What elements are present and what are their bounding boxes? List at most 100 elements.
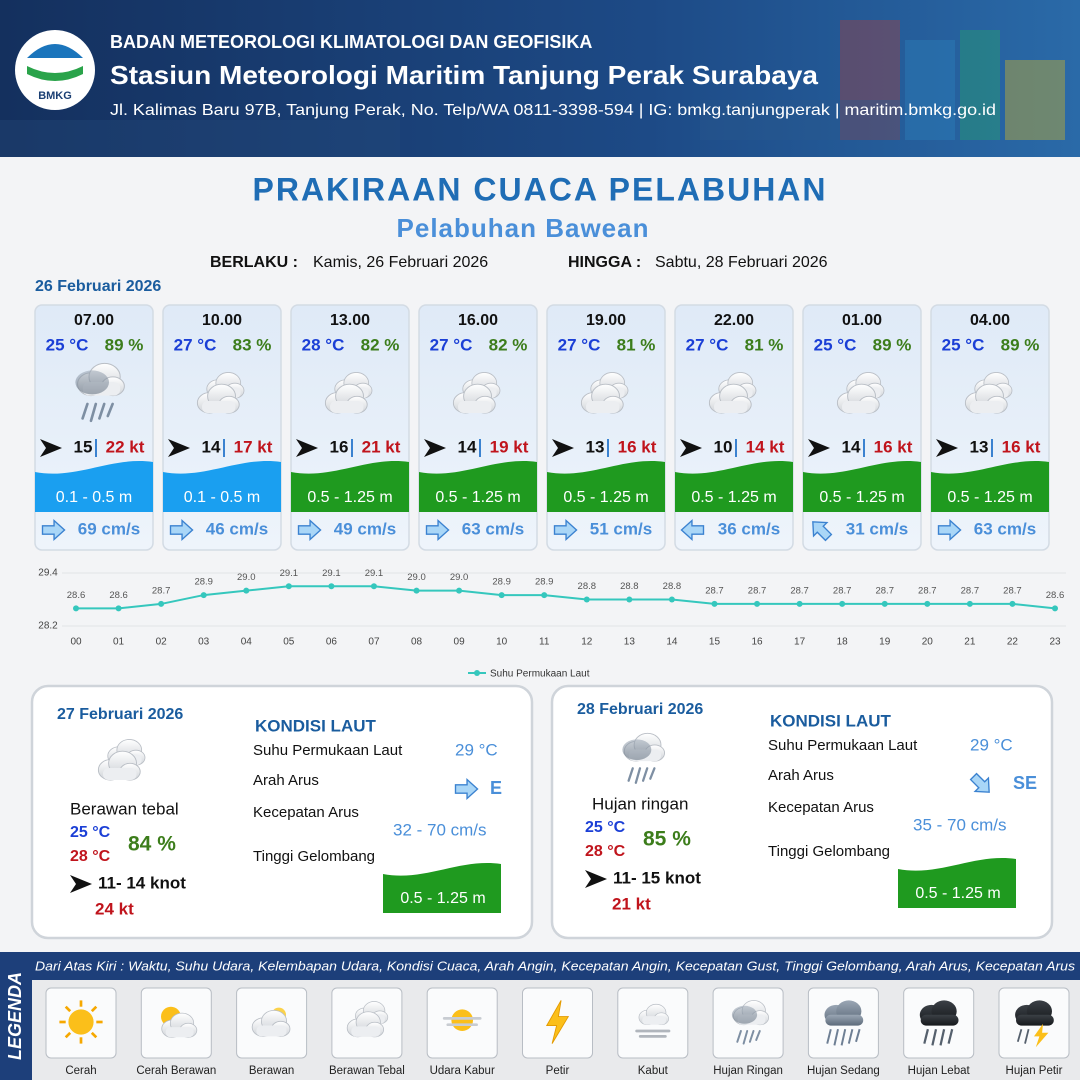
slot-temperature: 25 °C	[46, 335, 89, 354]
current-arrow	[41, 519, 66, 541]
sea-heading: KONDISI LAUT	[770, 711, 892, 730]
sst-value-label: 28.8	[578, 581, 597, 592]
page-title: PRAKIRAAN CUACA PELABUHAN	[252, 171, 827, 207]
slot-temperature: 27 °C	[174, 335, 217, 354]
y-tick-label: 29.4	[38, 568, 58, 579]
sea-sst: 29 °C	[970, 735, 1013, 754]
sst-value-label: 28.7	[705, 585, 724, 596]
sst-point	[839, 600, 846, 607]
sea-label: Tinggi Gelombang	[253, 848, 375, 865]
legend-swatch	[474, 670, 480, 676]
sst-point	[456, 587, 463, 594]
legend-label: Suhu Permukaan Laut	[490, 669, 590, 680]
slot-time: 10.00	[202, 312, 242, 329]
sst-point	[115, 605, 122, 612]
x-tick-label: 20	[922, 637, 934, 648]
wind-speed: 10	[714, 437, 733, 456]
slot-humidity: 82 %	[361, 335, 400, 354]
sst-point	[328, 583, 335, 590]
wave-band	[675, 461, 793, 512]
slot-time: 16.00	[458, 312, 498, 329]
header-decoration	[1005, 60, 1065, 140]
x-tick-label: 13	[624, 637, 636, 648]
x-tick-label: 19	[879, 637, 891, 648]
x-tick-label: 17	[794, 637, 806, 648]
x-tick-label: 15	[709, 637, 721, 648]
x-tick-label: 06	[326, 637, 338, 648]
legend-item-label: Hujan Lebat	[908, 1065, 971, 1077]
day-temp-max: 28 °C	[585, 843, 626, 860]
x-tick-label: 01	[113, 637, 125, 648]
wind-speed: 13	[586, 437, 605, 456]
logo-badge	[15, 30, 95, 110]
x-tick-label: 16	[751, 637, 763, 648]
wave-band	[383, 863, 501, 913]
y-tick-label: 28.2	[38, 621, 58, 632]
sst-value-label: 29.1	[322, 568, 341, 579]
sea-label: Tinggi Gelombang	[768, 843, 890, 860]
sst-value-label: 28.7	[961, 585, 980, 596]
sst-point	[626, 596, 633, 603]
x-tick-label: 23	[1049, 637, 1061, 648]
x-tick-label: 12	[581, 637, 593, 648]
sst-point	[413, 587, 420, 594]
current-arrow	[680, 519, 705, 541]
sst-point	[158, 600, 165, 607]
current-speed: 69 cm/s	[78, 519, 140, 538]
x-tick-label: 08	[411, 637, 423, 648]
legend-item-label: Berawan	[249, 1065, 294, 1077]
legend-side	[0, 952, 32, 1080]
day-temp-min: 25 °C	[70, 824, 111, 841]
wave-band	[898, 858, 1016, 908]
wind-speed: 13	[970, 437, 989, 456]
day-panel	[30, 684, 534, 940]
x-tick-label: 11	[539, 637, 550, 648]
sst-value-label: 28.7	[918, 585, 937, 596]
validity-label: HINGGA :	[568, 254, 641, 271]
wind-arrow	[296, 439, 318, 457]
sea-direction: E	[490, 778, 502, 798]
x-tick-label: 02	[156, 637, 168, 648]
header-decoration	[840, 20, 900, 140]
wave-band	[931, 461, 1049, 512]
current-arrow	[553, 519, 578, 541]
sst-point	[1009, 600, 1016, 607]
wind-arrow	[552, 439, 574, 457]
gust-speed: 21 kt	[362, 437, 401, 456]
current-arrow	[169, 519, 194, 541]
sea-label: Kecepatan Arus	[768, 799, 874, 816]
sst-value-label: 28.7	[748, 585, 767, 596]
x-tick-label: 07	[368, 637, 380, 648]
slot-humidity: 81 %	[617, 335, 656, 354]
x-tick-label: 09	[454, 637, 466, 648]
slot-temperature: 25 °C	[814, 335, 857, 354]
slot-temperature: 27 °C	[430, 335, 473, 354]
x-tick-label: 04	[241, 637, 253, 648]
wind-arrow	[680, 439, 702, 457]
wave-band	[163, 461, 281, 512]
sst-point	[924, 600, 931, 607]
wind-arrow	[70, 875, 92, 893]
current-speed: 49 cm/s	[334, 519, 396, 538]
sst-value-label: 28.6	[67, 590, 86, 601]
logo-mark	[27, 66, 83, 81]
legend-item-label: Berawan Tebal	[329, 1065, 405, 1077]
sea-label: Suhu Permukaan Laut	[768, 737, 918, 754]
sst-value-label: 28.9	[535, 577, 554, 588]
sst-value-label: 28.7	[875, 585, 894, 596]
sst-point	[243, 587, 250, 594]
sea-direction: SE	[1013, 773, 1037, 793]
sea-wave: 0.5 - 1.25 m	[915, 885, 1000, 902]
day-date: 27 Februari 2026	[57, 706, 183, 723]
legend-item-label: Kabut	[638, 1065, 669, 1077]
slot-humidity: 89 %	[1001, 335, 1040, 354]
x-tick-label: 03	[198, 637, 210, 648]
slot-time: 01.00	[842, 312, 882, 329]
wind-speed: 15	[74, 437, 93, 456]
sea-sst: 29 °C	[455, 740, 498, 759]
legend-title: LEGENDA	[5, 972, 25, 1060]
day-condition: Berawan tebal	[70, 799, 179, 818]
current-speed: 51 cm/s	[590, 519, 652, 538]
wave-band	[419, 461, 537, 512]
